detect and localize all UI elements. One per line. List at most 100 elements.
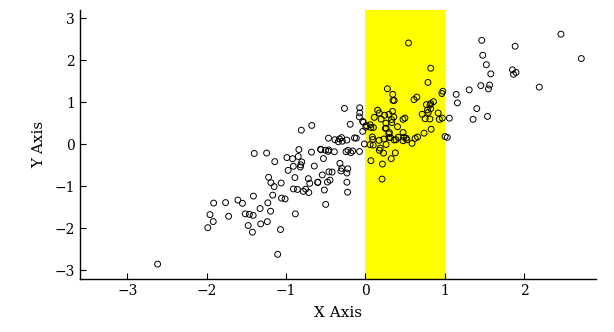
Point [337, 166, 347, 171]
Point [375, 145, 385, 151]
Point [313, 180, 323, 185]
X-axis label: X Axis: X Axis [314, 306, 362, 320]
Point [324, 169, 334, 175]
Point [346, 150, 356, 155]
Point [534, 84, 544, 90]
Point [277, 196, 287, 201]
Point [247, 229, 257, 235]
Point [398, 130, 408, 135]
Point [307, 123, 317, 128]
Point [325, 178, 335, 183]
Point [477, 38, 487, 43]
Point [342, 170, 352, 176]
Point [233, 198, 243, 203]
Point [429, 99, 438, 104]
Point [345, 122, 355, 127]
Point [422, 107, 432, 113]
Point [298, 189, 308, 194]
Point [319, 187, 329, 193]
Point [273, 252, 282, 257]
Point [338, 138, 348, 144]
Point [435, 117, 445, 122]
Point [384, 130, 394, 135]
Point [445, 116, 454, 121]
Point [305, 181, 315, 186]
Point [296, 162, 306, 167]
Point [349, 135, 359, 140]
Point [244, 212, 254, 217]
Point [511, 70, 521, 75]
Point [290, 175, 300, 180]
Point [366, 125, 376, 130]
Point [472, 106, 482, 111]
Point [433, 110, 443, 116]
Point [335, 161, 345, 166]
Point [316, 146, 325, 152]
Point [342, 180, 352, 185]
Point [398, 138, 408, 143]
Point [282, 155, 292, 160]
Point [383, 86, 392, 91]
Point [205, 212, 215, 217]
Point [476, 83, 486, 88]
Point [355, 110, 365, 116]
Point [330, 137, 340, 142]
Point [403, 40, 413, 45]
Point [336, 135, 346, 140]
Point [423, 80, 433, 85]
Point [295, 164, 305, 170]
Point [426, 66, 436, 71]
Point [324, 147, 333, 153]
Point [387, 117, 397, 122]
Point [478, 52, 488, 58]
Point [484, 86, 494, 92]
Point [256, 221, 266, 226]
Point [481, 62, 491, 67]
Point [333, 139, 343, 144]
Point [508, 72, 518, 77]
Point [249, 194, 258, 199]
Point [389, 114, 398, 120]
Point [324, 135, 333, 141]
Point [368, 137, 378, 142]
Point [270, 159, 280, 164]
Point [377, 176, 387, 182]
Point [421, 102, 431, 107]
Point [379, 136, 389, 142]
Point [389, 137, 399, 143]
Point [381, 126, 391, 131]
Point [248, 213, 258, 218]
Point [306, 149, 316, 155]
Point [508, 67, 518, 72]
Point [358, 129, 368, 134]
Point [379, 113, 389, 118]
Point [420, 116, 430, 122]
Point [263, 200, 273, 206]
Point [287, 156, 297, 161]
Point [400, 116, 410, 121]
Point [392, 124, 402, 129]
Point [301, 187, 311, 192]
Point [153, 262, 163, 267]
Point [303, 176, 313, 181]
Point [220, 200, 230, 205]
Point [399, 134, 409, 140]
Point [453, 100, 462, 106]
Point [419, 130, 429, 136]
Point [386, 156, 396, 161]
Point [386, 135, 395, 140]
Point [276, 180, 286, 186]
Point [348, 148, 357, 154]
Point [378, 161, 387, 167]
Point [375, 111, 384, 116]
Point [290, 211, 300, 216]
Point [379, 150, 389, 156]
Point [437, 91, 447, 96]
Point [367, 134, 377, 139]
Point [340, 106, 349, 111]
Point [294, 147, 304, 152]
Point [313, 180, 322, 185]
Point [375, 148, 384, 153]
Point [365, 142, 375, 147]
Point [324, 149, 333, 154]
